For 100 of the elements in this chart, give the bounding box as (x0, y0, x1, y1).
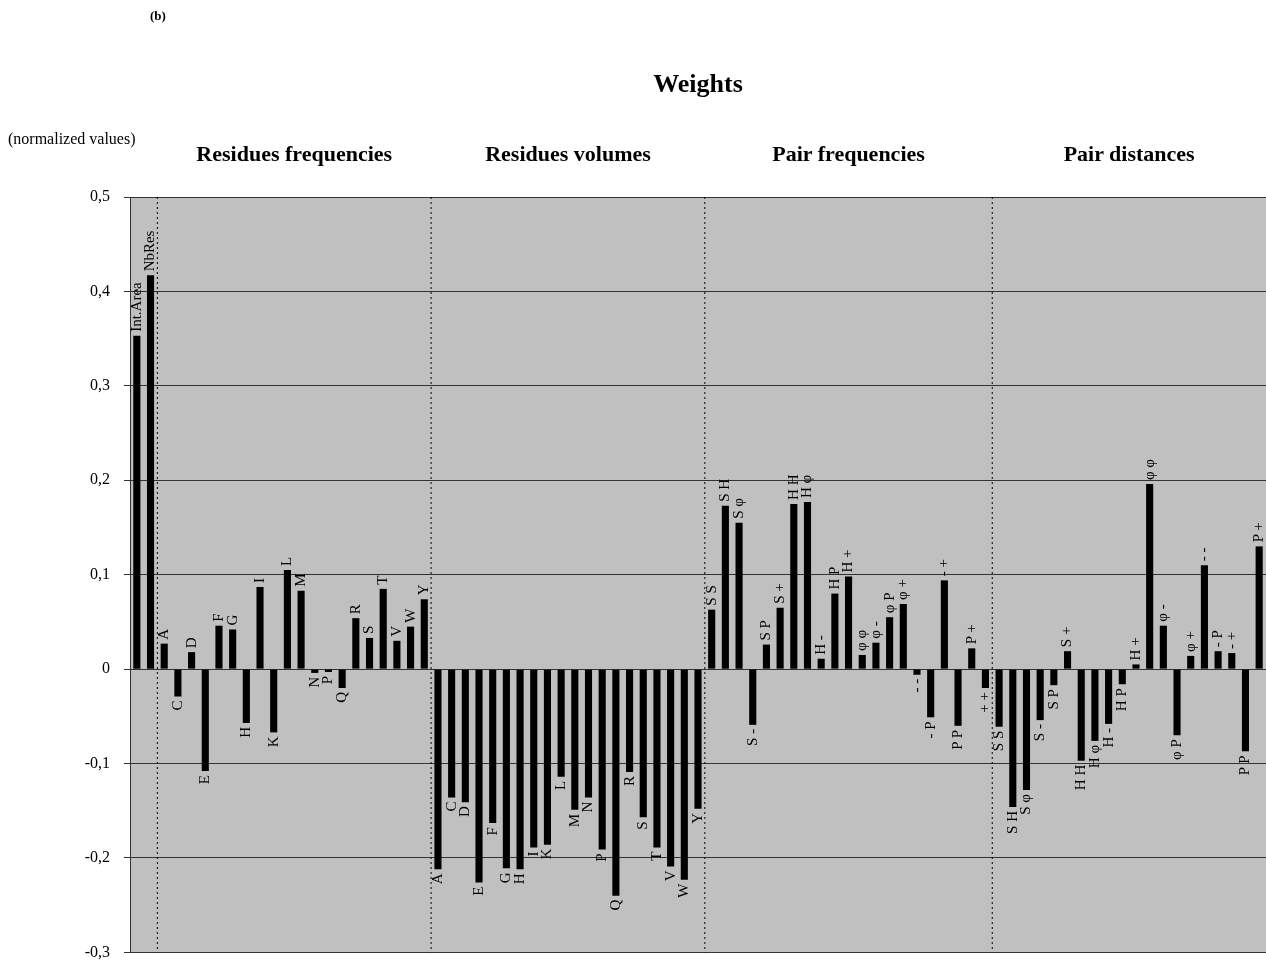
bar (776, 607, 784, 669)
bar (762, 644, 770, 669)
x-tick-label: T (647, 851, 664, 861)
x-tick-label: P + (1250, 522, 1266, 543)
bar (1091, 669, 1099, 741)
x-tick-label: K (538, 848, 555, 860)
bar (201, 669, 209, 772)
x-tick-label: Int.Area (127, 281, 144, 332)
x-tick-label: S P (1044, 689, 1061, 710)
bar (626, 669, 634, 773)
y-tick-label: 0 (102, 659, 110, 677)
bar (1063, 651, 1072, 669)
x-tick-label: S S (990, 730, 1007, 752)
x-tick-label: P + (962, 624, 979, 645)
x-tick-label: H (511, 873, 528, 885)
x-tick-label: A (428, 873, 445, 885)
bar (858, 654, 866, 669)
bar (886, 617, 894, 669)
x-tick-label: M (292, 573, 309, 587)
x-tick-label: S φ (730, 497, 746, 519)
bar (1173, 669, 1181, 736)
x-tick-label: H (237, 726, 254, 738)
bar (475, 669, 483, 883)
x-tick-label: Y (415, 584, 432, 596)
bar (188, 652, 196, 669)
y-tick-label: -0,3 (84, 942, 110, 960)
x-tick-label: P (319, 675, 336, 685)
x-tick-label: C (168, 700, 185, 711)
x-tick-label: S S (702, 585, 719, 606)
x-tick-label: S - (743, 728, 760, 746)
x-tick-label: P (593, 853, 610, 862)
bar (667, 669, 675, 867)
bar (1077, 669, 1085, 761)
bar (1214, 651, 1222, 669)
bar (735, 522, 743, 669)
bar (694, 669, 702, 809)
bar (872, 642, 880, 669)
bar (913, 669, 921, 675)
bar (297, 590, 305, 669)
bar (1036, 669, 1044, 721)
bar (557, 669, 565, 777)
text: Pair distances (1063, 140, 1196, 166)
x-tick-label: S (634, 821, 651, 830)
x-tick-label: S H (716, 478, 733, 502)
bar (653, 669, 661, 848)
bar (502, 669, 510, 869)
bar (311, 669, 319, 673)
x-tick-label: W (401, 607, 418, 623)
bar (489, 669, 497, 824)
bar (831, 593, 839, 669)
x-tick-label: - + (935, 559, 952, 577)
bar (1009, 669, 1017, 807)
x-tick-label: φ P (880, 592, 897, 614)
y-tick-label: 0,4 (90, 281, 110, 299)
bar (1255, 546, 1263, 669)
bar (598, 669, 606, 850)
x-tick-label: G (497, 872, 514, 884)
x-tick-label: S + (1058, 626, 1075, 648)
bar (434, 669, 442, 870)
x-tick-label: N (579, 801, 596, 813)
x-tick-label: - P (921, 721, 938, 739)
bar (845, 576, 853, 669)
bar (242, 669, 250, 723)
bar (721, 505, 729, 669)
bar (160, 643, 168, 669)
bar (708, 609, 716, 669)
bar (407, 626, 415, 669)
bar (352, 618, 360, 669)
x-tick-label: - - (1195, 547, 1212, 562)
x-tick-label: S P (757, 620, 774, 641)
text: (b) (150, 8, 166, 24)
x-tick-label: φ - (1154, 604, 1171, 622)
bar (968, 648, 976, 669)
x-tick-label: W (675, 882, 692, 898)
x-tick-label: N (305, 676, 322, 688)
x-tick-label: F (483, 827, 500, 836)
bar (1022, 669, 1031, 790)
bar (1187, 655, 1195, 669)
x-tick-label: V (387, 625, 404, 637)
bar (790, 503, 798, 669)
bar (927, 669, 935, 718)
bar (1159, 625, 1167, 669)
x-tick-label: φ + (894, 579, 911, 600)
x-tick-label: φ + (1181, 631, 1198, 652)
bar (229, 629, 237, 669)
x-tick-label: S φ (1017, 793, 1034, 815)
x-tick-label: Q (333, 691, 350, 703)
bar (680, 669, 688, 880)
text: Pair frequencies (772, 140, 926, 166)
bar (995, 669, 1003, 727)
x-tick-label: C (442, 801, 459, 812)
x-tick-label: NbRes (141, 230, 158, 272)
text: Residues frequencies (196, 140, 393, 166)
x-tick-label: D (456, 806, 473, 818)
bar (940, 580, 948, 669)
bar (803, 501, 812, 669)
x-tick-label: H + (839, 549, 856, 573)
bar (448, 669, 456, 798)
x-tick-label: T (374, 575, 391, 585)
x-tick-label: H H (784, 474, 801, 500)
